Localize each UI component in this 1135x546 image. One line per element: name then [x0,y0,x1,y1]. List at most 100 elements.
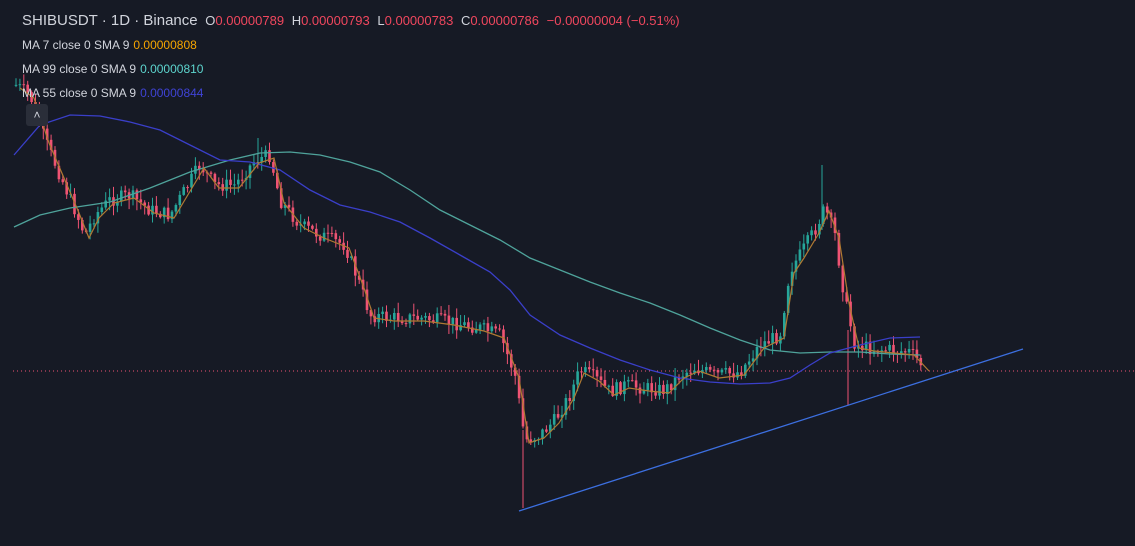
candle-body [482,323,486,325]
candle-body [580,371,583,373]
candle-body [381,311,384,315]
candle-body [502,329,505,344]
candle-body [810,230,813,236]
ma99-line [13,151,921,356]
high-label: H [291,13,302,28]
candle-body [396,312,400,322]
candle-body [233,184,236,186]
candle-body [96,212,100,224]
candle-body [560,414,564,418]
indicator-ma99[interactable]: MA 99 close 0 SMA 9 0.00000810 [22,57,684,81]
candle-body [100,207,104,213]
candle-body [849,301,852,327]
candle-body [135,190,139,200]
candle-body [77,214,80,220]
candle-body [57,165,61,180]
candle-body [451,317,455,325]
candle-body [178,194,182,206]
candle-body [350,256,353,258]
candle-body [490,326,494,332]
candle-body [911,349,915,351]
candle-body [552,414,556,425]
candle-body [14,84,18,86]
candle-body [459,325,462,331]
candle-body [521,398,525,427]
change-value: −0.00000004 (−0.51%) [546,13,680,28]
candle-body [373,316,377,323]
candle-body [705,367,708,371]
candle-body [646,383,650,391]
indicator-ma55[interactable]: MA 55 close 0 SMA 9 0.00000844 [22,81,684,105]
candle-body [237,179,240,185]
candle-body [818,224,821,235]
candle-body [755,347,759,359]
candle-body [170,211,174,220]
candle-body [591,369,595,371]
candle-body [151,205,154,215]
candle-body [716,370,720,373]
candle-body [712,369,716,371]
candle-body [412,314,416,316]
candle-body [595,370,599,377]
candle-body [654,392,657,396]
candle-body [693,370,696,374]
candle-body [556,414,560,418]
close-value: 0.00000786 [470,13,540,28]
candle-body [888,344,891,351]
indicator-ma7[interactable]: MA 7 close 0 SMA 9 0.00000808 [22,33,684,57]
symbol-title[interactable]: SHIBUSDT · 1D · Binance [22,12,198,29]
candle-body [794,260,798,272]
indicator-label: MA 99 close 0 SMA 9 [22,62,137,76]
candle-body [198,165,201,170]
candle-body [892,344,895,354]
low-label: L [377,13,385,28]
candle-body [268,150,271,163]
candle-body [22,84,26,86]
candle-body [139,199,143,203]
candle-body [420,317,423,320]
indicator-label: MA 55 close 0 SMA 9 [22,86,137,100]
candle-body [666,384,669,394]
candle-body [720,369,724,373]
candle-body [724,368,728,370]
candle-body [802,243,806,250]
candle-body [486,323,490,332]
candle-body [385,311,388,321]
collapse-legend-button[interactable]: ˄ [26,104,48,126]
candle-body [428,316,431,321]
candle-body [400,321,404,324]
candle-body [147,205,150,215]
trendline[interactable] [518,348,1024,512]
candle-body [677,377,681,380]
candle-body [564,398,568,415]
candle-body [408,314,412,324]
candle-body [49,139,53,150]
candle-body [159,213,162,218]
candle-body [88,223,92,232]
candle-body [907,349,911,353]
symbol-row: SHIBUSDT · 1D · Binance O0.00000789 H0.0… [22,9,684,33]
candle-body [627,380,630,382]
candle-body [611,385,614,396]
candle-body [65,182,68,195]
candle-body [143,202,146,206]
indicator-value: 0.00000844 [140,86,204,100]
candle-body [209,172,213,174]
close-label: C [460,13,471,28]
candle-body [295,221,299,226]
candle-body [900,351,903,354]
candle-body [322,232,326,241]
candle-body [447,315,451,325]
candle-body [822,206,825,225]
candle-body [744,364,747,376]
candle-body [841,265,845,293]
candle-body [416,315,419,320]
candle-body [790,271,794,286]
candle-body [162,207,166,218]
candle-body [767,341,770,344]
candle-body [498,328,501,330]
candle-body [303,221,306,225]
candle-body [213,173,217,183]
candle-body [623,381,626,395]
